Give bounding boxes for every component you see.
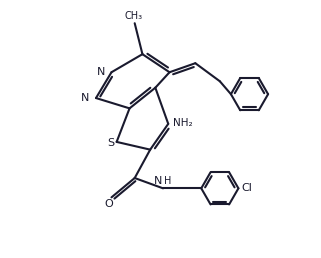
Text: NH₂: NH₂ xyxy=(173,118,193,127)
Text: N: N xyxy=(81,93,90,103)
Text: N: N xyxy=(97,67,105,77)
Text: N: N xyxy=(153,176,162,186)
Text: O: O xyxy=(105,199,113,209)
Text: H: H xyxy=(164,176,172,186)
Text: S: S xyxy=(107,138,114,148)
Text: CH₃: CH₃ xyxy=(124,11,143,21)
Text: Cl: Cl xyxy=(241,183,252,193)
